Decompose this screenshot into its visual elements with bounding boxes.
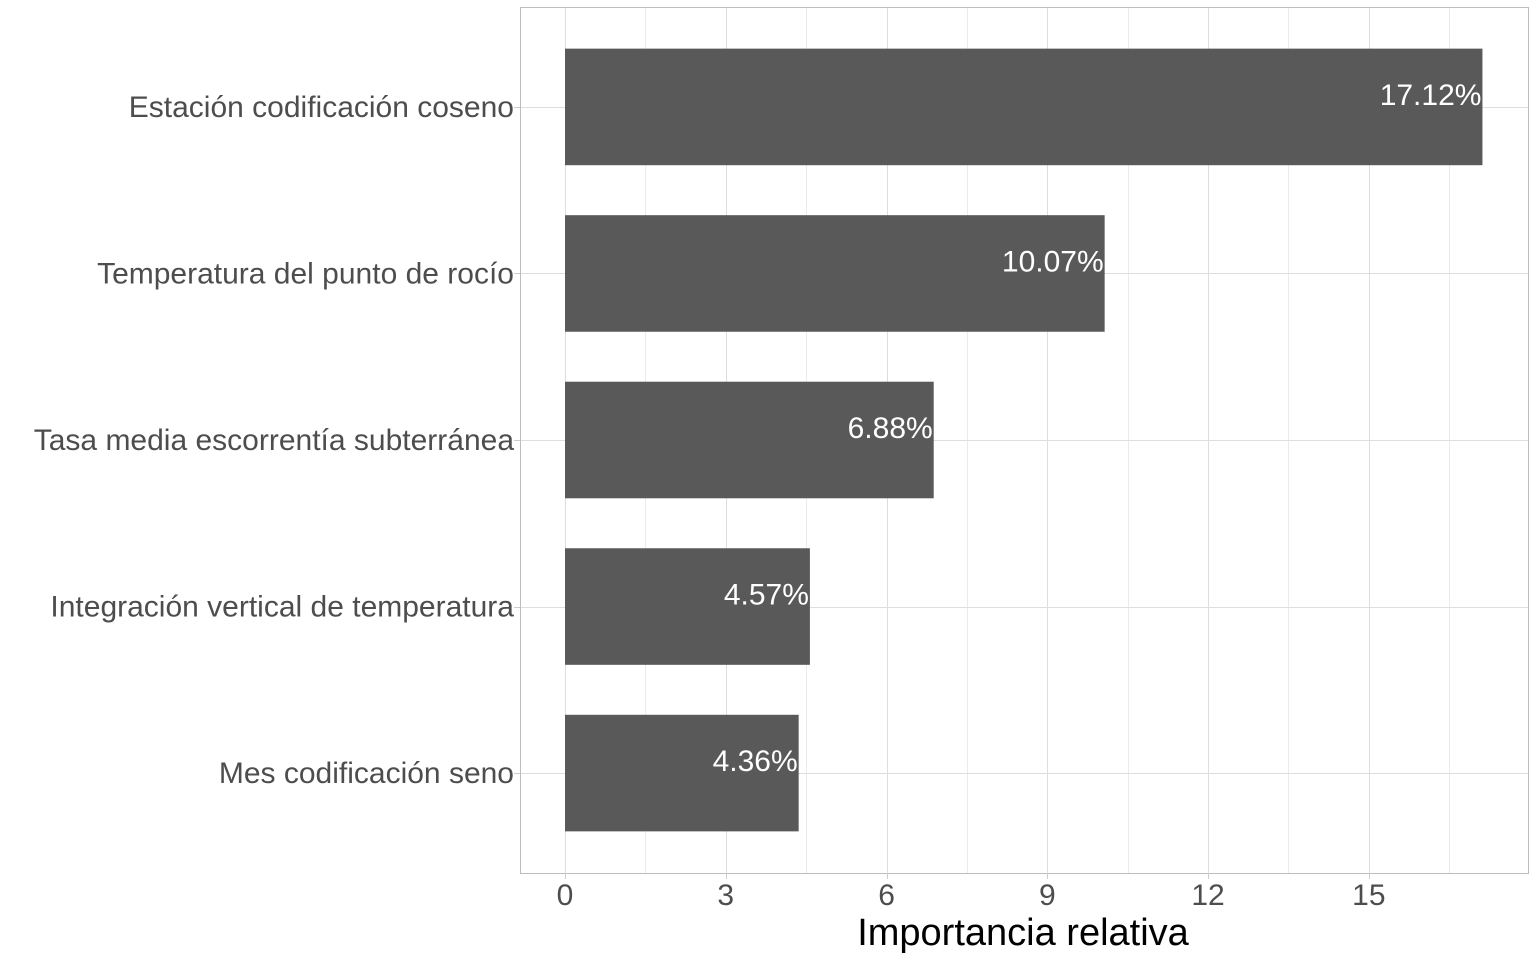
bar-value-label: 6.88% <box>848 412 933 445</box>
x-tick-label: 12 <box>1191 879 1224 912</box>
category-label: Integración vertical de temperatura <box>50 590 514 623</box>
bars <box>565 48 1483 832</box>
bar <box>565 215 1105 332</box>
bar <box>565 548 810 665</box>
bar-value-label: 17.12% <box>1380 79 1482 112</box>
labels: 17.12% 10.07% 6.88% 4.57% 4.36% Estación codi… <box>34 79 1482 912</box>
bar <box>565 48 1483 166</box>
x-tick-label: 0 <box>557 879 574 912</box>
x-tick-label: 15 <box>1352 879 1385 912</box>
bar-value-label: 4.36% <box>713 745 798 778</box>
bar-value-label: 10.07% <box>1002 245 1104 278</box>
bar-value-label: 4.57% <box>724 578 809 611</box>
bar <box>565 381 934 499</box>
bar <box>565 714 799 832</box>
x-tick-label: 3 <box>717 879 734 912</box>
category-label: Tasa media escorrentía subterránea <box>34 424 515 457</box>
panel-border <box>520 7 1529 874</box>
x-tick-label: 9 <box>1039 879 1056 912</box>
category-label: Estación codificación coseno <box>129 91 514 124</box>
x-tick-label: 6 <box>878 879 895 912</box>
x-axis-title: Importancia relativa <box>857 912 1189 954</box>
category-label: Temperatura del punto de rocío <box>97 257 514 290</box>
axis-ticks <box>514 107 1370 879</box>
category-label: Mes codificación seno <box>219 757 514 790</box>
